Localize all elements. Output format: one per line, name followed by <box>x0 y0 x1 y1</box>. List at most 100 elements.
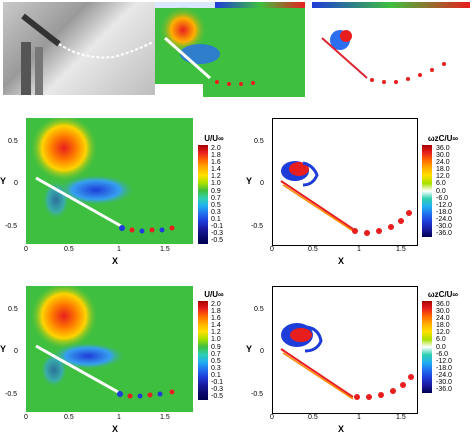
velocity-field-drawing <box>30 114 175 234</box>
colorbar-label: 36.0 <box>436 145 450 152</box>
colorbar <box>198 301 208 400</box>
wing-shear-layer <box>280 348 354 398</box>
bottom-left-plot: 0.5 0 -0.5 Y 0 0.5 1 1.5 X U/U∞ 2.0 1.8 … <box>0 280 240 442</box>
colorbar-label: 1.8 <box>211 308 221 316</box>
colorbar-label: 0.0 <box>436 187 446 195</box>
ytick: -0.5 <box>251 223 264 230</box>
wake-vortices <box>352 210 412 236</box>
colorbar-label: 0.3 <box>211 364 221 372</box>
ytick: -0.5 <box>5 391 18 398</box>
xtick: 0 <box>24 414 28 421</box>
vorticity-field-drawing <box>280 161 412 236</box>
ytick: -0.5 <box>251 391 264 398</box>
vorticity-field <box>272 118 418 246</box>
colorbar-title: ωzC/U∞ <box>427 290 459 299</box>
colorbar-label: 6.0 <box>436 180 446 188</box>
xtick: 1 <box>117 414 121 421</box>
colorbar-label: 0.3 <box>211 208 221 216</box>
photo-wake <box>58 41 154 59</box>
colorbar-label: 0.9 <box>211 343 221 351</box>
y-axis-label: Y <box>246 176 253 186</box>
wake-vortices <box>119 225 175 234</box>
colorbar-label: 1.2 <box>211 329 221 337</box>
colorbar-label: 0.1 <box>211 371 221 379</box>
colorbar-title: ωzC/U∞ <box>427 134 459 143</box>
x-axis-label: X <box>338 424 345 434</box>
mid-left-plot: 0.5 0 -0.5 Y 0 0.5 1 1.5 <box>0 112 240 274</box>
xtick: 0 <box>270 414 274 421</box>
ytick: 0.5 <box>254 138 264 145</box>
colorbar-label: 12.0 <box>436 329 450 337</box>
wing-profile <box>35 344 119 394</box>
colorbar-label: 2.0 <box>211 145 221 152</box>
colorbar <box>422 301 432 393</box>
top-vort-vortices <box>370 62 446 84</box>
ytick: 0 <box>14 180 18 187</box>
wake-vortices <box>354 374 414 400</box>
colorbar-label: 30.0 <box>436 152 450 160</box>
ytick: 0.5 <box>254 306 264 313</box>
colorbar-label: -0.1 <box>211 223 224 231</box>
colorbar <box>422 145 432 237</box>
photo-rod-left <box>21 42 31 95</box>
colorbar-label: 1.2 <box>211 173 221 181</box>
photo-rod-right <box>35 47 43 95</box>
colorbar-label: -12.0 <box>436 357 452 365</box>
ytick: 0 <box>260 180 264 187</box>
colorbar-label: 0.1 <box>211 215 221 223</box>
ytick: -0.5 <box>5 223 18 230</box>
colorbar-label: 30.0 <box>436 308 450 316</box>
photo-wing <box>21 13 61 47</box>
xtick: 1.5 <box>160 414 170 421</box>
high-velocity-region <box>30 114 98 182</box>
top-vort-wing-line <box>321 37 368 79</box>
wing-shear-layer <box>280 180 354 230</box>
colorbar-label: 0.7 <box>211 194 221 202</box>
colorbar-label: 1.4 <box>211 166 221 174</box>
colorbar-label: 0.5 <box>211 201 221 209</box>
colorbar-label: 1.6 <box>211 159 221 167</box>
xtick: 0.5 <box>64 246 74 253</box>
ytick: 0 <box>14 348 18 355</box>
xtick: 0 <box>270 246 274 253</box>
colorbar-label: 2.0 <box>211 301 221 308</box>
colorbar-label: 1.4 <box>211 322 221 330</box>
colorbar-label: 18.0 <box>436 322 450 330</box>
colorbar-label: -0.3 <box>211 386 224 394</box>
top-vorticity-field <box>312 2 470 84</box>
colorbar-label: -0.5 <box>211 237 224 245</box>
top-velocity-panel <box>155 2 305 97</box>
colorbar-label: -0.3 <box>211 230 224 238</box>
high-velocity-region <box>30 282 98 350</box>
colorbar-title: U/U∞ <box>204 134 224 143</box>
x-axis-label: X <box>112 256 119 266</box>
xtick: 1 <box>357 414 361 421</box>
colorbar-labels: 2.0 1.8 1.6 1.4 1.2 1.0 0.9 0.7 0.5 0.3 … <box>211 301 223 400</box>
x-axis-label: X <box>338 256 345 266</box>
colorbar-label: -0.1 <box>211 379 224 387</box>
y-axis-label: Y <box>246 344 253 354</box>
colorbar <box>198 145 208 244</box>
y-axis-label: Y <box>0 344 7 354</box>
colorbar-label: -24.0 <box>436 215 452 223</box>
colorbar-label: 1.0 <box>211 336 221 344</box>
colorbar-label: 12.0 <box>436 173 450 181</box>
colorbar-label: 36.0 <box>436 301 450 308</box>
colorbar-label: -24.0 <box>436 371 452 379</box>
colorbar-title: U/U∞ <box>204 290 224 299</box>
colorbar-labels: 2.0 1.8 1.6 1.4 1.2 1.0 0.9 0.7 0.5 0.3 … <box>211 145 223 244</box>
xtick: 0.5 <box>308 246 318 253</box>
colorbar-label: 6.0 <box>436 336 446 344</box>
colorbar-labels: 36.0 30.0 24.0 18.0 12.0 6.0 0.0 -6.0 -1… <box>436 145 452 237</box>
velocity-field <box>26 282 193 412</box>
xtick: 1.5 <box>160 246 170 253</box>
colorbar-label: -12.0 <box>436 201 452 209</box>
colorbar-label: 18.0 <box>436 166 450 174</box>
wake-vortices <box>117 389 175 399</box>
colorbar-label: 0.7 <box>211 350 221 358</box>
low-velocity-region <box>56 174 136 206</box>
colorbar-label: 1.8 <box>211 152 221 160</box>
positive-vortex <box>290 328 312 342</box>
velocity-field <box>26 114 193 244</box>
colorbar-label: -6.0 <box>436 194 449 202</box>
